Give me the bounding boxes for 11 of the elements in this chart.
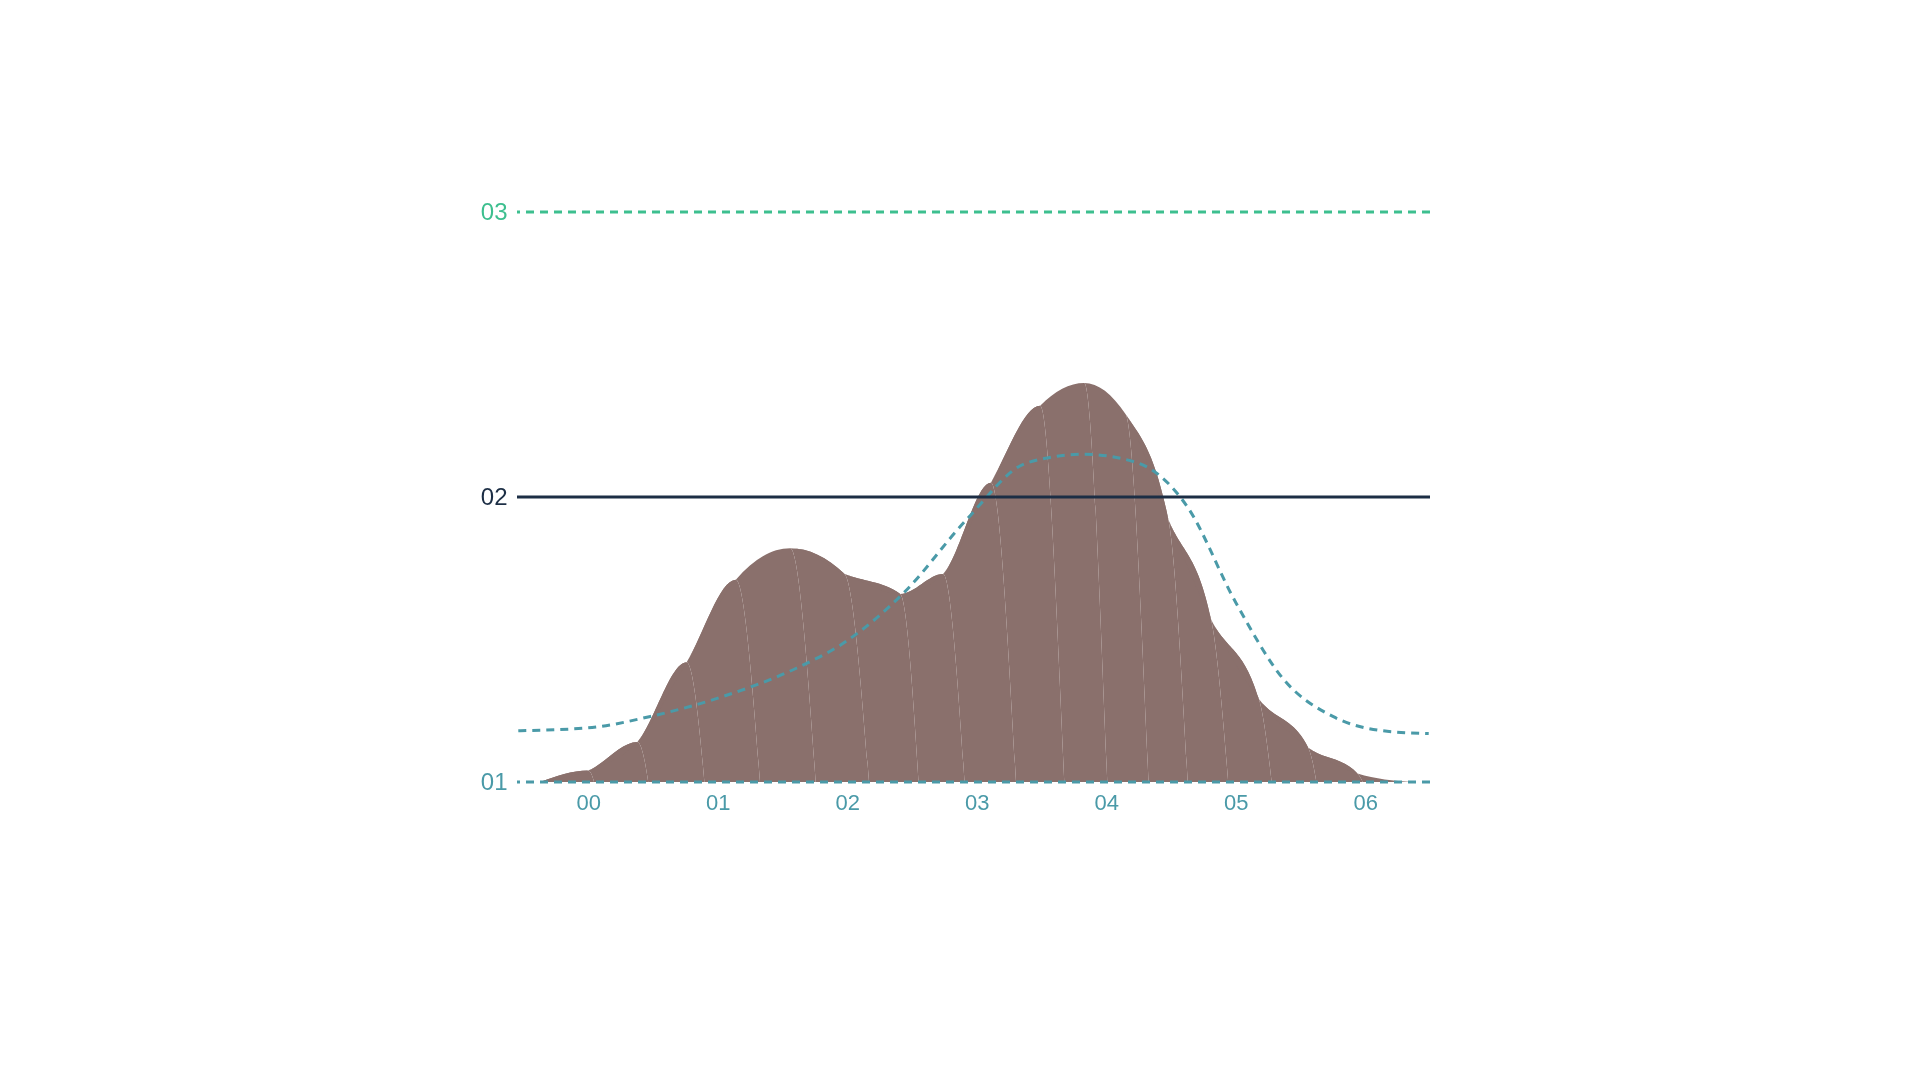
x-tick-label: 03: [965, 789, 990, 815]
x-tick-label: 06: [1353, 789, 1378, 815]
line-series: [516, 452, 1431, 736]
y-tick-label: 03: [480, 197, 508, 225]
y-tick-label: 01: [480, 767, 508, 795]
y-tick-label: 02: [480, 482, 508, 510]
x-tick-label: 05: [1224, 789, 1249, 815]
x-tick-label: 00: [576, 789, 601, 815]
x-tick-label: 01: [705, 789, 731, 815]
x-tick-label: 04: [1094, 789, 1119, 815]
x-tick-label: 02: [835, 789, 860, 815]
